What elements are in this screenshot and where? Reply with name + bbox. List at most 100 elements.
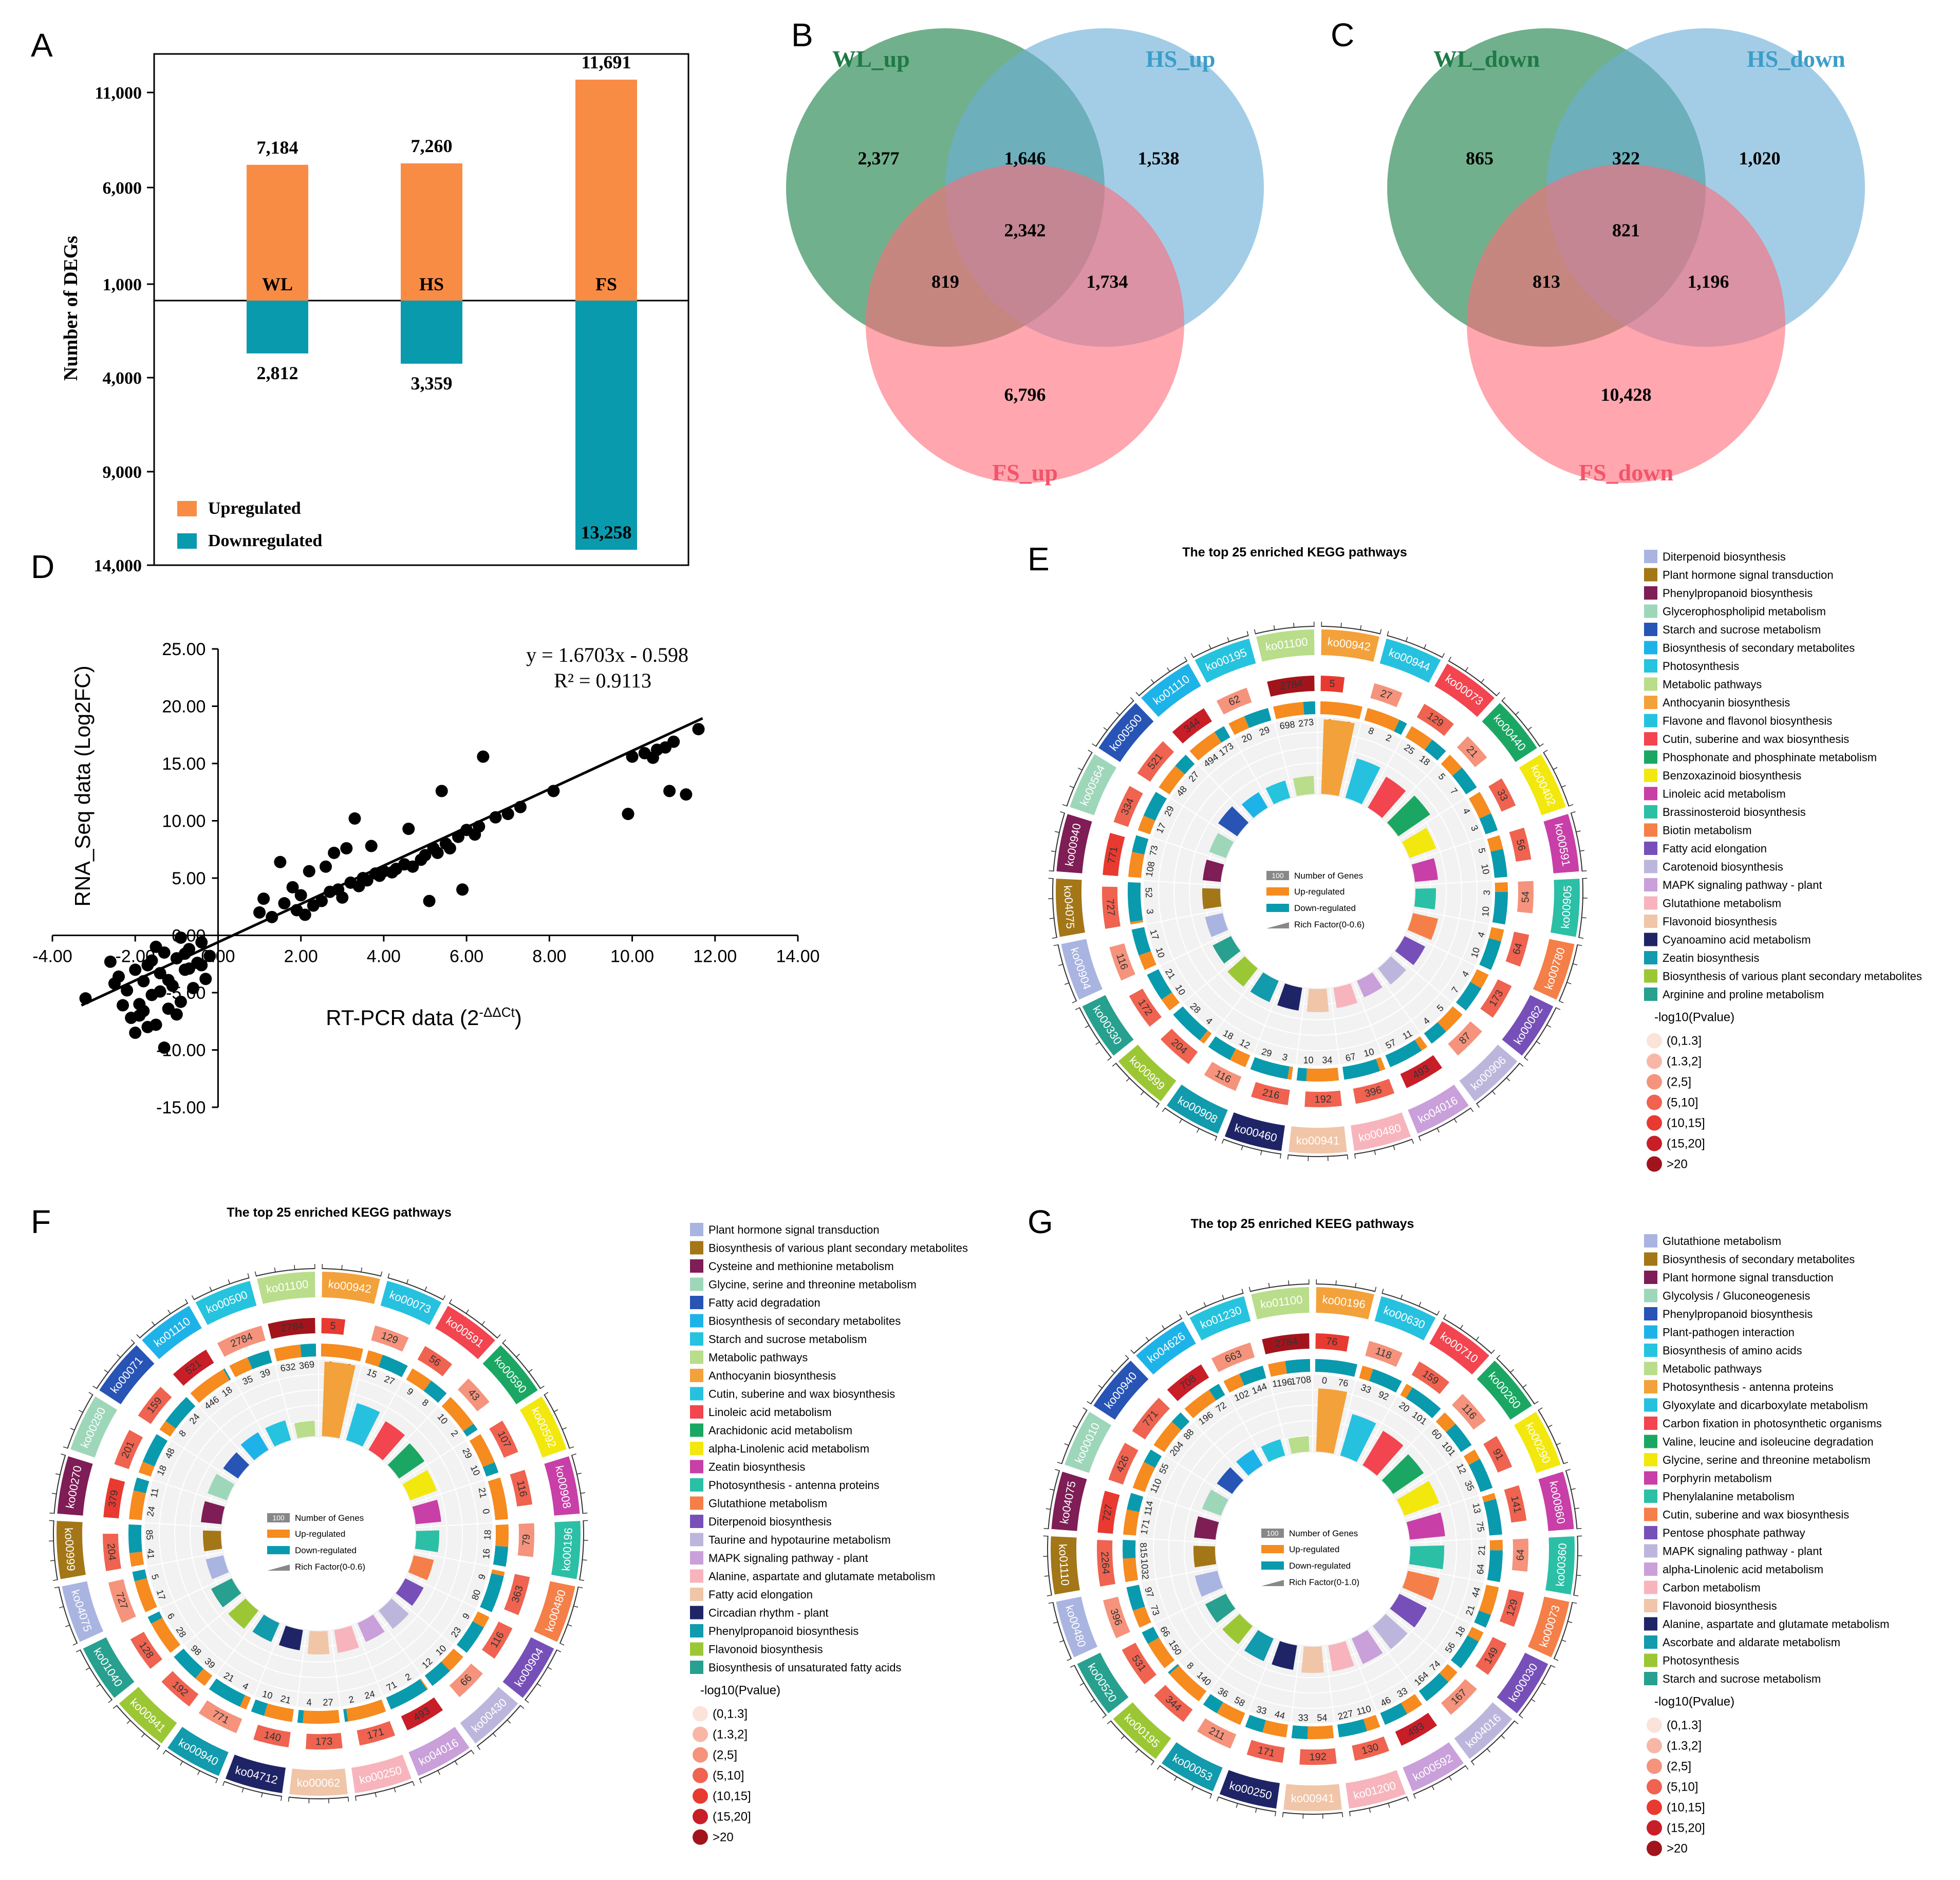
venn-set-b-label: HS_up bbox=[1146, 46, 1216, 72]
kegg-rich-factor-bar bbox=[1372, 1614, 1408, 1649]
kegg-rich-factor-bar bbox=[1414, 888, 1436, 910]
kegg-sector-band bbox=[225, 1755, 286, 1794]
kegg-spoke bbox=[1408, 1567, 1485, 1583]
data-point bbox=[199, 973, 212, 985]
kegg-sector-band bbox=[482, 1345, 538, 1405]
kegg-scale-arc bbox=[1047, 1536, 1052, 1595]
kegg-down-bar bbox=[1128, 882, 1143, 922]
kegg-scale-arc bbox=[1057, 944, 1077, 1001]
kegg-count-bar bbox=[1451, 1393, 1486, 1430]
legend-genes-label: Number of Genes bbox=[1289, 1529, 1358, 1538]
kegg-spoke bbox=[1247, 1640, 1277, 1712]
up-bar bbox=[247, 164, 308, 301]
kegg-up-bar bbox=[190, 1369, 230, 1403]
venn-region-a: 2,377 bbox=[858, 148, 900, 169]
kegg-scale-arc bbox=[1052, 878, 1057, 938]
kegg-scale-tick bbox=[1515, 711, 1520, 716]
kegg-sector-band bbox=[1136, 1321, 1196, 1375]
kegg-count-bar bbox=[138, 1386, 172, 1424]
kegg-count-label: 5 bbox=[1329, 678, 1336, 690]
up-bar bbox=[401, 163, 462, 301]
kegg-scale-tick bbox=[1536, 1040, 1541, 1045]
kegg-scale-tick bbox=[1543, 750, 1548, 753]
kegg-count-bar bbox=[1395, 1713, 1438, 1746]
kegg-sector-band bbox=[351, 1755, 412, 1794]
kegg-sector-band bbox=[1408, 1084, 1469, 1134]
legend-pathway-swatch bbox=[690, 1588, 703, 1601]
kegg-scale-tick bbox=[191, 1295, 195, 1300]
kegg-scale-tick bbox=[1054, 831, 1060, 833]
kegg-scale-tick bbox=[1098, 1385, 1103, 1389]
legend-pathway-swatch bbox=[1644, 1362, 1657, 1375]
kegg-down-bar bbox=[1285, 1359, 1311, 1374]
pvalue-legend-label: (0,1.3] bbox=[1667, 1034, 1702, 1048]
legend-pathway-swatch bbox=[1644, 732, 1657, 746]
kegg-rich-factor-bar bbox=[1218, 806, 1249, 836]
legend-pathway-swatch bbox=[1644, 623, 1657, 636]
kegg-count-bar bbox=[114, 1429, 143, 1469]
kegg-scale-tick bbox=[1570, 1488, 1576, 1491]
kegg-sector-band bbox=[1167, 1084, 1228, 1134]
legend-pathway-swatch bbox=[1644, 1617, 1657, 1631]
panel-b-venn: WL_up HS_up FS_up 2,377 1,646 1,538 2,342 819 1,… bbox=[786, 28, 1264, 486]
legend-pathway-swatch bbox=[1644, 1471, 1657, 1485]
kegg-sector-band bbox=[1077, 1652, 1129, 1714]
data-point bbox=[162, 974, 175, 986]
kegg-spoke bbox=[1406, 932, 1477, 966]
kegg-scale-tick bbox=[1162, 1325, 1165, 1330]
kegg-scale-arc bbox=[1079, 1007, 1112, 1058]
kegg-scale-tick bbox=[1126, 1077, 1130, 1082]
kegg-scale-tick bbox=[85, 1667, 90, 1670]
legend-pathway-label: alpha-Linolenic acid metabolism bbox=[708, 1442, 869, 1455]
kegg-scale-tick bbox=[1387, 631, 1389, 637]
kegg-up-label: 698 bbox=[1279, 719, 1295, 732]
kegg-scale-tick bbox=[1405, 637, 1408, 642]
kegg-scale-tick bbox=[1255, 1808, 1257, 1813]
kegg-down-bar bbox=[386, 1679, 427, 1710]
kegg-sector-band bbox=[119, 1687, 177, 1744]
kegg-scale-tick bbox=[1379, 629, 1382, 635]
kegg-scale-tick bbox=[424, 1286, 427, 1292]
kegg-up-label: 44 bbox=[1274, 1709, 1286, 1721]
kegg-sector-label: ko00360 bbox=[1554, 1543, 1569, 1587]
kegg-up-bar bbox=[151, 1617, 181, 1653]
kegg-count-bar bbox=[401, 1697, 443, 1730]
kegg-scale-arc bbox=[1554, 1602, 1573, 1659]
kegg-sector-band bbox=[1051, 1472, 1087, 1531]
kegg-scale-tick bbox=[59, 1606, 65, 1609]
legend-pathway-swatch bbox=[690, 1387, 703, 1401]
data-point bbox=[278, 897, 291, 910]
data-point bbox=[622, 808, 634, 821]
kegg-scale-tick bbox=[1107, 1720, 1112, 1724]
kegg-scale-arc bbox=[1061, 1410, 1088, 1464]
legend-pathway-swatch bbox=[1644, 842, 1657, 855]
kegg-scale-arc bbox=[571, 1455, 584, 1514]
kegg-up-bar bbox=[346, 1699, 386, 1722]
x-tick-label: 14.00 bbox=[776, 947, 819, 966]
pvalue-legend-label: (1.3,2] bbox=[1667, 1739, 1702, 1753]
kegg-pathway-legend: Diterpenoid biosynthesis Plant hormone si… bbox=[1644, 550, 1922, 1172]
legend-pathway-label: Phosphonate and phosphinate metabolism bbox=[1663, 751, 1877, 764]
up-value-label: 7,260 bbox=[411, 136, 453, 156]
kegg-down-bar bbox=[142, 1434, 168, 1467]
legend-pathway-swatch bbox=[690, 1350, 703, 1364]
kegg-rich-factor-bar bbox=[1194, 1571, 1223, 1597]
kegg-up-bar bbox=[1470, 969, 1489, 989]
kegg-spoke bbox=[1384, 764, 1438, 821]
legend-pathway-swatch bbox=[690, 1460, 703, 1474]
kegg-count-bar bbox=[253, 1724, 291, 1747]
kegg-scale-tick bbox=[573, 1605, 578, 1608]
legend-pathway-swatch bbox=[1644, 951, 1657, 964]
kegg-spoke bbox=[1394, 1455, 1461, 1498]
kegg-scale-arc bbox=[1413, 1765, 1466, 1795]
legend-pathway-swatch bbox=[1644, 1490, 1657, 1503]
kegg-sector-band bbox=[1514, 1411, 1561, 1473]
kegg-up-label: 5 bbox=[1476, 847, 1487, 854]
pvalue-legend-label: (15,20] bbox=[1667, 1821, 1705, 1835]
panel-label-A: A bbox=[31, 27, 53, 64]
kegg-scale-tick bbox=[1374, 1149, 1376, 1156]
data-point bbox=[667, 735, 680, 748]
legend-pathway-swatch bbox=[1644, 1398, 1657, 1412]
kegg-scale-tick bbox=[1275, 1811, 1277, 1816]
legend-pathway-swatch bbox=[1644, 1435, 1657, 1448]
